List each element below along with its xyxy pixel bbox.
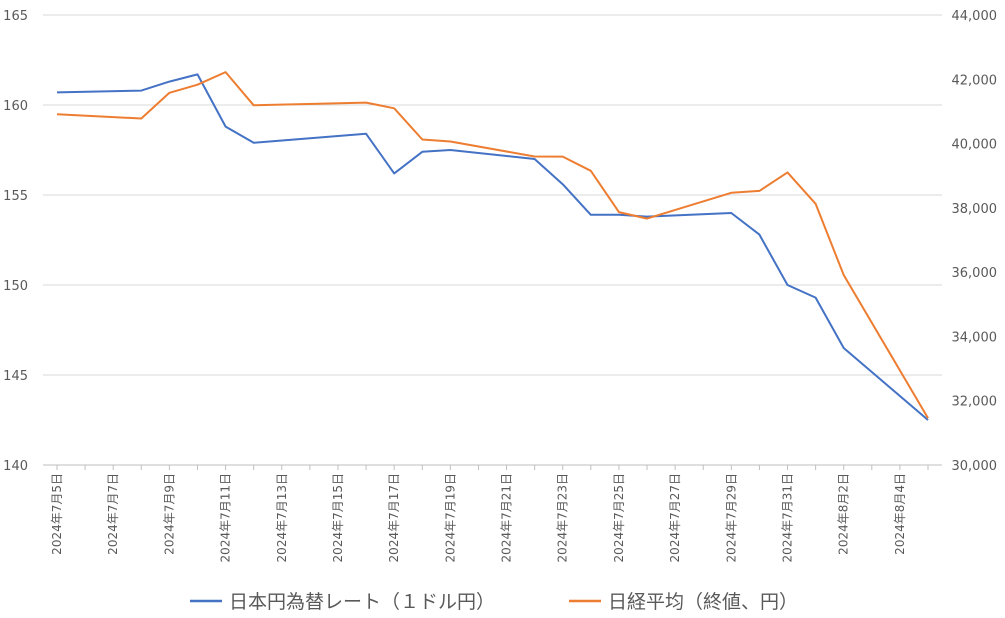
x-tick-label: 2024年7月19日 [443,473,457,562]
series-line-1 [56,73,929,421]
left-y-axis: 140 145 150 155 160 165 [3,9,28,474]
right-y-tick-label: 42,000 [952,73,998,88]
left-y-tick-label: 140 [3,459,28,474]
left-y-tick-label: 160 [3,99,28,114]
left-y-tick-label: 155 [3,189,28,204]
x-tick-label: 2024年7月25日 [612,473,626,562]
right-y-axis: 30,000 32,000 34,000 36,000 38,000 40,000 42,0… [952,9,998,474]
right-y-tick-label: 36,000 [952,266,998,281]
x-tick-label: 2024年7月5日 [50,473,64,555]
left-y-tick-label: 145 [3,369,28,384]
right-y-tick-label: 40,000 [952,138,998,153]
right-y-tick-label: 44,000 [952,9,998,24]
x-tick-label: 2024年7月7日 [106,473,120,555]
left-y-tick-label: 165 [3,9,28,24]
x-tick-label: 2024年7月23日 [556,473,570,562]
x-tick-label: 2024年7月21日 [500,473,514,562]
left-y-tick-label: 150 [3,279,28,294]
x-tick-label: 2024年7月27日 [668,473,682,562]
legend: 日本円為替レート（１ドル円） 日経平均（終値、円） [190,591,798,613]
right-y-tick-label: 30,000 [952,459,998,474]
right-y-tick-label: 32,000 [952,395,998,410]
x-tick-label: 2024年8月4日 [893,473,907,555]
right-y-tick-label: 38,000 [952,202,998,217]
x-tick-label: 2024年7月9日 [162,473,176,555]
x-tick-label: 2024年7月15日 [331,473,345,562]
gridlines [43,14,942,376]
series-lines [56,71,929,421]
x-axis: 2024年7月5日 2024年7月7日 2024年7月9日 2024年7月11日 202… [43,464,942,562]
x-tick-label: 2024年7月11日 [219,473,233,562]
x-tick-label: 2024年7月17日 [387,473,401,562]
legend-label-2: 日経平均（終値、円） [608,591,798,613]
right-y-tick-label: 34,000 [952,330,998,345]
x-tick-label: 2024年7月13日 [275,473,289,562]
series-line-2 [56,71,929,419]
x-tick-label: 2024年8月2日 [837,473,851,555]
x-tick-label: 2024年7月29日 [724,473,738,562]
legend-label-1: 日本円為替レート（１ドル円） [229,591,495,613]
x-tick-label: 2024年7月31日 [781,473,795,562]
